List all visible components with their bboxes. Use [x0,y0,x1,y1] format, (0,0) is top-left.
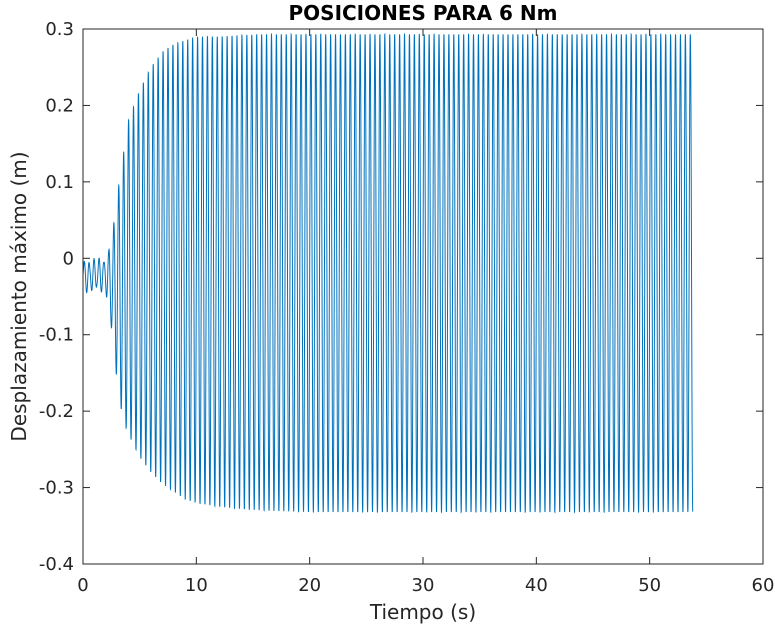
y-tick-label: -0.4 [39,554,74,575]
y-tick-label: -0.1 [39,325,74,346]
x-tick-label: 40 [525,575,548,596]
series-line [82,32,694,514]
x-axis-label: Tiempo (s) [369,600,476,624]
y-axis-label: Desplazamiento máximo (m) [7,151,31,441]
y-tick-label: 0.2 [45,95,74,116]
x-tick-label: 10 [185,575,208,596]
x-tick-label: 50 [638,575,661,596]
x-tick-label: 20 [298,575,321,596]
y-tick-label: -0.2 [39,401,74,422]
chart-title: POSICIONES PARA 6 Nm [289,1,558,25]
ticks-layer: 0 10 20 30 40 50 60 -0.4 -0.3 -0.2 -0.1 0 0.1 0.2 0.3 [39,19,775,596]
y-tick-label: -0.3 [39,478,74,499]
y-tick-label: 0 [63,248,74,269]
x-tick-label: 0 [77,575,88,596]
plot-layer [82,32,694,514]
y-tick-label: 0.1 [45,172,74,193]
x-tick-label: 60 [752,575,775,596]
y-tick-label: 0.3 [45,19,74,40]
x-tick-label: 30 [412,575,435,596]
